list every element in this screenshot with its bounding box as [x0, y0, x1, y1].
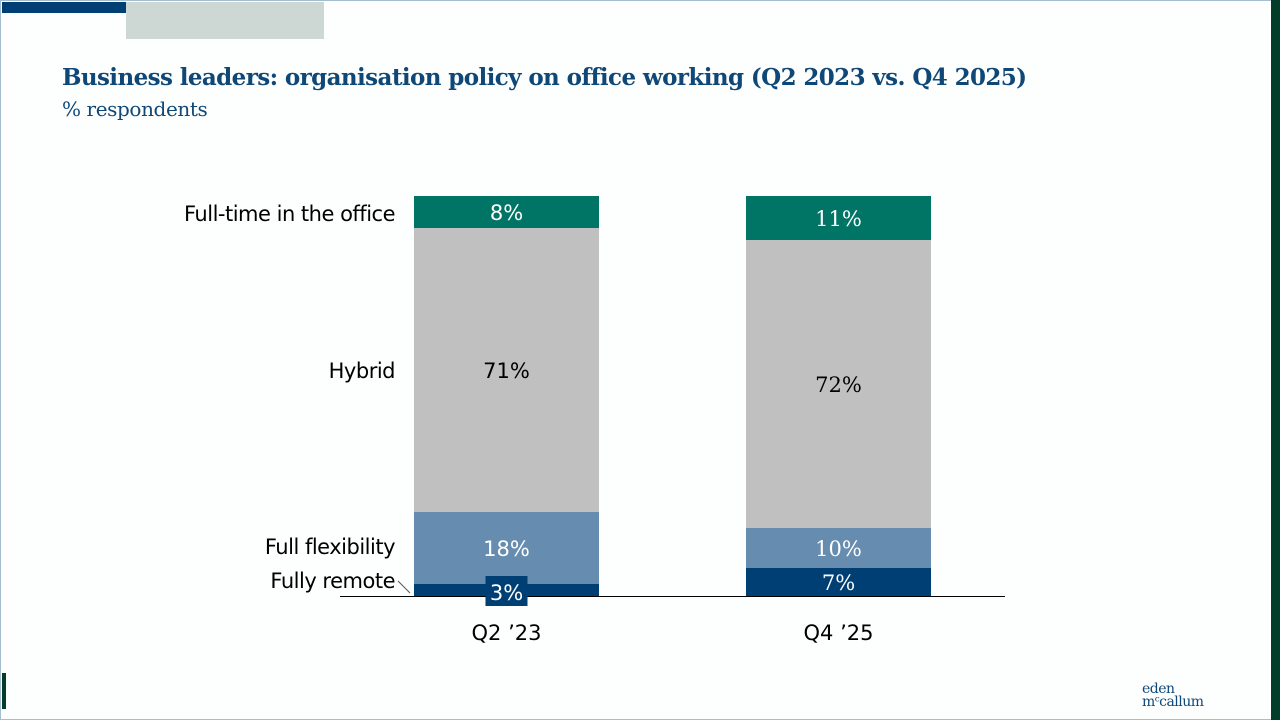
bar-segment-hybrid: [746, 240, 931, 528]
data-label: 72%: [815, 373, 862, 397]
x-tick-label: Q2 ’23: [472, 621, 542, 645]
bar-segment-full-time-office: [746, 196, 931, 240]
eden-mccallum-logo: eden mᶜcallum: [1142, 681, 1204, 710]
bar-segment-hybrid: [414, 228, 599, 512]
data-label: 10%: [815, 537, 862, 561]
logo-line-1: eden: [1142, 681, 1175, 697]
left-brand-mark: [2, 673, 6, 709]
data-label: 11%: [815, 207, 862, 231]
legend-label-full-time-office: Full-time in the office: [184, 202, 395, 226]
data-label-box: [485, 576, 528, 606]
legend-label-full-flexibility: Full flexibility: [265, 535, 395, 559]
legend-label-hybrid: Hybrid: [329, 359, 395, 383]
chart-subtitle: % respondents: [62, 97, 208, 121]
logo-line-2: mᶜcallum: [1142, 694, 1204, 710]
right-brand-bar: [1271, 0, 1280, 720]
top-accent-bar-light: [126, 2, 324, 39]
bar-segment-fully-remote: [746, 568, 931, 596]
chart-title: Business leaders: organisation policy on…: [62, 64, 1027, 91]
data-label: 71%: [483, 359, 530, 383]
legend-label-fully-remote: Fully remote: [270, 569, 395, 593]
data-label: 18%: [483, 537, 530, 561]
bar-segment-full-time-office: [414, 196, 599, 228]
x-tick-label: Q4 ’25: [804, 621, 874, 645]
data-label: 7%: [822, 571, 855, 595]
bar-segment-full-flexibility: [414, 512, 599, 584]
top-accent-bar-dark: [2, 2, 236, 13]
data-label: 8%: [490, 201, 523, 225]
legend-leader-line: [397, 580, 411, 594]
bar-segment-full-flexibility: [746, 528, 931, 568]
data-label: 3%: [490, 581, 523, 605]
